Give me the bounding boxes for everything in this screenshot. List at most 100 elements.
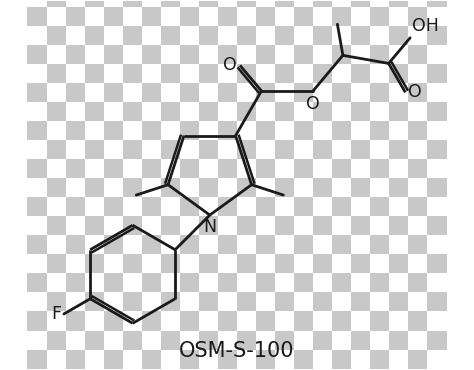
Bar — [390, 178, 409, 197]
Bar — [237, 273, 256, 292]
Bar — [332, 0, 351, 7]
Bar — [370, 64, 390, 83]
Bar — [313, 178, 332, 197]
Bar — [332, 235, 351, 254]
Bar — [294, 159, 313, 178]
Bar — [123, 235, 142, 254]
Bar — [294, 45, 313, 64]
Bar — [104, 102, 123, 121]
Bar — [256, 26, 275, 45]
Bar — [46, 178, 65, 197]
Bar — [256, 330, 275, 350]
Bar — [123, 292, 142, 312]
Bar — [237, 140, 256, 159]
Bar — [180, 216, 199, 235]
Bar — [142, 45, 161, 64]
Bar — [256, 254, 275, 273]
Text: OH: OH — [412, 17, 439, 36]
Bar — [84, 26, 104, 45]
Bar — [218, 292, 237, 312]
Bar — [199, 273, 218, 292]
Bar — [351, 254, 370, 273]
Bar — [199, 235, 218, 254]
Bar — [390, 273, 409, 292]
Bar — [104, 235, 123, 254]
Bar — [428, 254, 447, 273]
Bar — [256, 273, 275, 292]
Bar — [142, 197, 161, 216]
Bar — [428, 330, 447, 350]
Bar — [428, 159, 447, 178]
Bar — [161, 64, 180, 83]
Text: N: N — [203, 218, 216, 236]
Bar — [370, 312, 390, 330]
Bar — [351, 45, 370, 64]
Bar — [142, 140, 161, 159]
Bar — [180, 121, 199, 140]
Bar — [390, 102, 409, 121]
Bar — [104, 178, 123, 197]
Bar — [313, 83, 332, 102]
Bar — [180, 64, 199, 83]
Bar — [84, 121, 104, 140]
Bar — [313, 254, 332, 273]
Bar — [294, 83, 313, 102]
Bar — [161, 102, 180, 121]
Bar — [237, 330, 256, 350]
Bar — [65, 216, 84, 235]
Bar — [199, 178, 218, 197]
Bar — [218, 178, 237, 197]
Bar — [332, 45, 351, 64]
Bar — [428, 45, 447, 64]
Bar — [123, 121, 142, 140]
Bar — [294, 292, 313, 312]
Bar — [180, 7, 199, 26]
Bar — [351, 273, 370, 292]
Bar — [275, 350, 294, 369]
Bar — [161, 312, 180, 330]
Bar — [390, 0, 409, 7]
Bar — [428, 273, 447, 292]
Bar — [180, 197, 199, 216]
Bar — [46, 102, 65, 121]
Bar — [218, 0, 237, 7]
Bar — [428, 235, 447, 254]
Bar — [199, 121, 218, 140]
Bar — [218, 159, 237, 178]
Bar — [256, 197, 275, 216]
Bar — [123, 178, 142, 197]
Bar — [313, 140, 332, 159]
Bar — [409, 121, 428, 140]
Bar — [104, 121, 123, 140]
Bar — [46, 197, 65, 216]
Bar — [275, 197, 294, 216]
Bar — [142, 216, 161, 235]
Bar — [294, 178, 313, 197]
Bar — [142, 312, 161, 330]
Bar — [84, 102, 104, 121]
Bar — [46, 254, 65, 273]
Bar — [237, 45, 256, 64]
Bar — [142, 178, 161, 197]
Bar — [275, 26, 294, 45]
Bar — [294, 26, 313, 45]
Bar — [428, 292, 447, 312]
Bar — [142, 26, 161, 45]
Bar — [65, 7, 84, 26]
Bar — [428, 83, 447, 102]
Bar — [351, 26, 370, 45]
Bar — [218, 330, 237, 350]
Bar — [275, 7, 294, 26]
Bar — [218, 273, 237, 292]
Bar — [275, 45, 294, 64]
Bar — [313, 121, 332, 140]
Bar — [218, 197, 237, 216]
Bar — [332, 312, 351, 330]
Bar — [409, 197, 428, 216]
Bar — [332, 159, 351, 178]
Bar — [199, 0, 218, 7]
Bar — [351, 0, 370, 7]
Bar — [46, 64, 65, 83]
Bar — [313, 330, 332, 350]
Bar — [390, 140, 409, 159]
